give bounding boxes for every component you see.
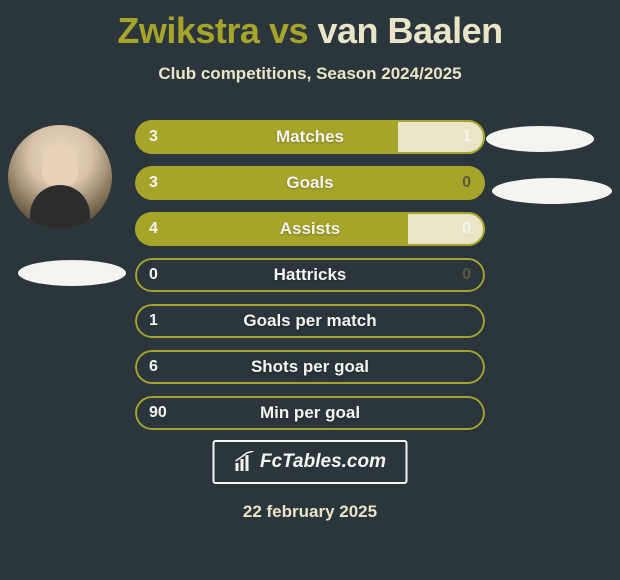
stat-label: Shots per goal [135, 350, 485, 384]
stat-row: 3Goals0 [135, 166, 485, 200]
stat-label: Goals [135, 166, 485, 200]
stats-bars: 3Matches13Goals04Assists00Hattricks01Goa… [135, 120, 485, 442]
stat-label: Hattricks [135, 258, 485, 292]
player1-badge-placeholder [18, 260, 126, 286]
chart-icon [234, 451, 256, 473]
stat-row: 90Min per goal [135, 396, 485, 430]
stat-label: Min per goal [135, 396, 485, 430]
stat-value-right: 0 [462, 258, 471, 292]
footer-date: 22 february 2025 [0, 502, 620, 522]
subtitle: Club competitions, Season 2024/2025 [0, 64, 620, 84]
brand-text: FcTables.com [260, 451, 386, 473]
player2-badge-placeholder [492, 178, 612, 204]
stat-value-right: 0 [462, 166, 471, 200]
stat-row: 6Shots per goal [135, 350, 485, 384]
stat-row: 1Goals per match [135, 304, 485, 338]
player2-name: van Baalen [318, 10, 503, 51]
stat-label: Assists [135, 212, 485, 246]
player1-name: Zwikstra [117, 10, 259, 51]
stat-label: Matches [135, 120, 485, 154]
stat-value-right: 1 [462, 120, 471, 154]
comparison-title: Zwikstra vs van Baalen [0, 0, 620, 52]
stat-label: Goals per match [135, 304, 485, 338]
player1-avatar [8, 125, 112, 229]
stat-row: 0Hattricks0 [135, 258, 485, 292]
player2-avatar-placeholder [486, 126, 594, 152]
stat-row: 3Matches1 [135, 120, 485, 154]
brand-logo[interactable]: FcTables.com [213, 440, 408, 484]
vs-separator: vs [269, 10, 308, 51]
stat-row: 4Assists0 [135, 212, 485, 246]
stat-value-right: 0 [462, 212, 471, 246]
